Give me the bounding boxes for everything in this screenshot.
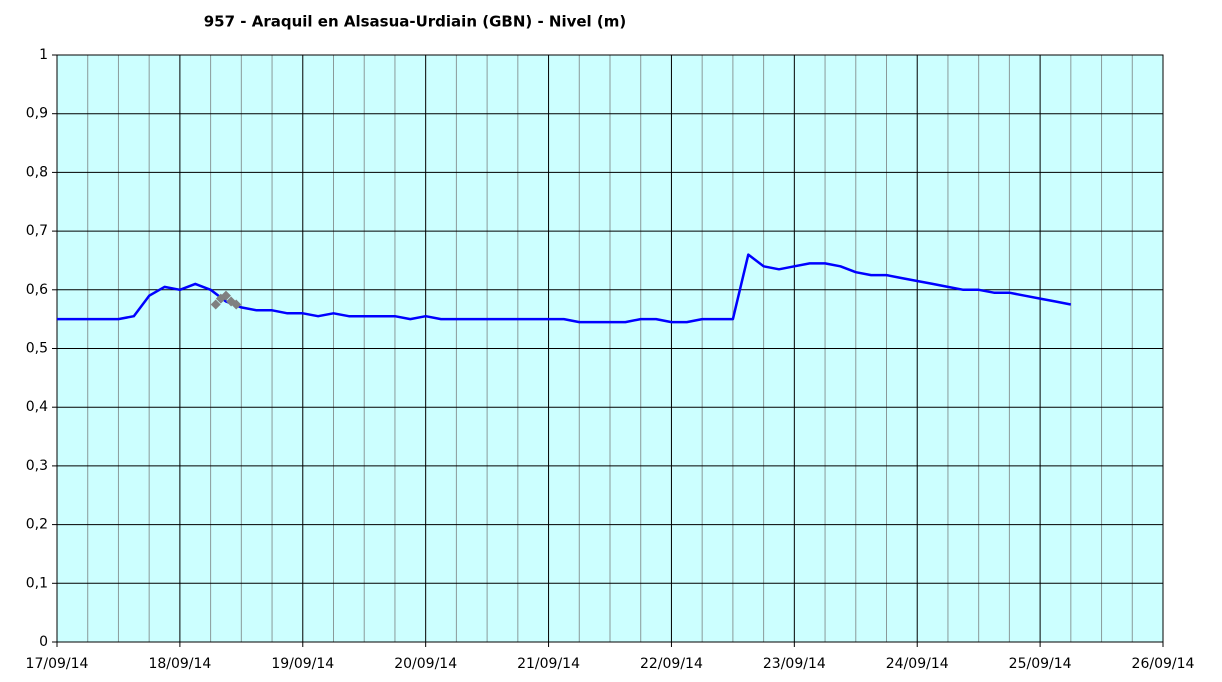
x-tick-label: 19/09/14 [271, 656, 334, 672]
y-tick-label: 0,9 [26, 106, 48, 122]
y-tick-label: 0,2 [26, 517, 48, 533]
y-tick-label: 0,3 [26, 458, 48, 474]
y-tick-label: 0,6 [26, 282, 48, 298]
line [57, 253, 1072, 324]
x-tick-label: 23/09/14 [763, 656, 826, 672]
y-tick-label: 0,4 [26, 399, 48, 415]
plot-border [56, 54, 1164, 643]
x-tick-label: 18/09/14 [148, 656, 211, 672]
x-tick-label: 25/09/14 [1009, 656, 1072, 672]
y-tick-label: 0,8 [26, 164, 48, 180]
x-tick-label: 22/09/14 [640, 656, 703, 672]
marker [231, 299, 242, 310]
chart-title: 957 - Araquil en Alsasua-Urdiain (GBN) -… [204, 13, 627, 31]
marker [210, 299, 221, 310]
y-tick-label: 0,7 [26, 223, 48, 239]
y-tick-label: 0,1 [26, 575, 48, 591]
x-tick-label: 17/09/14 [26, 656, 89, 672]
y-tick-label: 1 [39, 47, 48, 63]
x-tick-label: 20/09/14 [394, 656, 457, 672]
x-tick-label: 21/09/14 [517, 656, 580, 672]
y-tick-label: 0,5 [26, 341, 48, 357]
x-tick-label: 26/09/14 [1132, 656, 1195, 672]
marker [220, 290, 231, 301]
y-tick-label: 0 [39, 634, 48, 650]
x-tick-label: 24/09/14 [886, 656, 949, 672]
